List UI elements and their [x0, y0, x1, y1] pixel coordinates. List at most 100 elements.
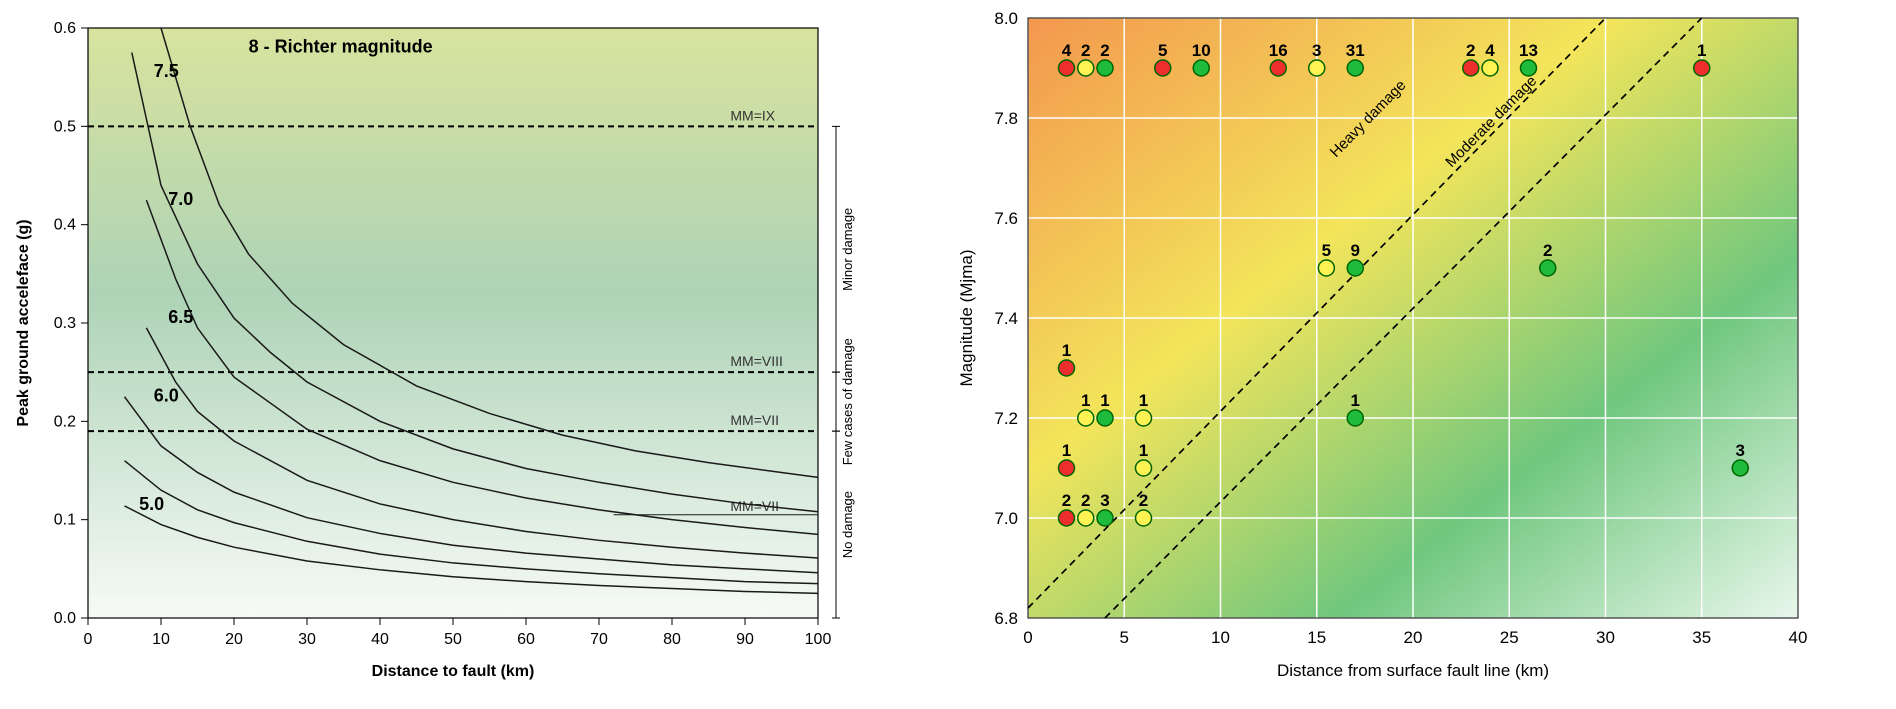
curve-label: 5.0 — [139, 494, 164, 514]
dam-count: 2 — [1081, 491, 1090, 510]
dam-count: 1 — [1062, 441, 1071, 460]
ytick: 8.0 — [994, 9, 1018, 28]
dam-marker — [1136, 510, 1152, 526]
dam-count: 31 — [1346, 41, 1365, 60]
dam-marker — [1540, 260, 1556, 276]
xtick: 15 — [1307, 628, 1326, 647]
dam-count: 2 — [1543, 241, 1552, 260]
dam-marker — [1155, 60, 1171, 76]
damage-label: Few cases of damage — [840, 338, 855, 465]
dam-marker — [1059, 60, 1075, 76]
dam-marker — [1136, 410, 1152, 426]
dam-marker — [1347, 260, 1363, 276]
dam-marker — [1694, 60, 1710, 76]
dam-marker — [1347, 410, 1363, 426]
dam-marker — [1318, 260, 1334, 276]
dam-count: 1 — [1100, 391, 1109, 410]
ytick: 6.8 — [994, 609, 1018, 628]
curve-label: 7.5 — [154, 61, 179, 81]
dam-count: 2 — [1466, 41, 1475, 60]
xlabel: Distance to fault (km) — [372, 663, 535, 680]
xlabel: Distance from surface fault line (km) — [1277, 661, 1549, 680]
dam-marker — [1059, 360, 1075, 376]
dam-count: 4 — [1485, 41, 1495, 60]
ytick: 7.6 — [994, 209, 1018, 228]
dam-marker — [1059, 460, 1075, 476]
mm-label: MM=VII — [730, 498, 779, 514]
xtick: 50 — [444, 631, 462, 648]
mm-label: MM=IX — [730, 107, 775, 123]
dam-marker — [1097, 510, 1113, 526]
dam-marker — [1097, 410, 1113, 426]
damage-label: No damage — [840, 491, 855, 558]
dam-count: 2 — [1100, 41, 1109, 60]
ylabel: Peak ground acceleface (g) — [15, 219, 32, 426]
dam-marker — [1309, 60, 1325, 76]
xtick: 70 — [590, 631, 608, 648]
xtick: 40 — [1789, 628, 1808, 647]
damage-scatter-chart: 05101520253035406.87.07.27.47.67.88.0Hea… — [948, 8, 1828, 688]
ytick: 7.0 — [994, 509, 1018, 528]
ytick: 7.2 — [994, 409, 1018, 428]
dam-marker — [1347, 60, 1363, 76]
dam-count: 5 — [1322, 241, 1331, 260]
ytick: 0.2 — [54, 413, 76, 430]
damage-label: Minor damage — [840, 208, 855, 291]
xtick: 0 — [84, 631, 93, 648]
dam-marker — [1078, 60, 1094, 76]
dam-count: 4 — [1062, 41, 1072, 60]
xtick: 20 — [225, 631, 243, 648]
mm-label: MM=VII — [730, 412, 779, 428]
xtick: 10 — [1211, 628, 1230, 647]
dam-count: 3 — [1736, 441, 1745, 460]
dam-marker — [1059, 510, 1075, 526]
xtick: 100 — [805, 631, 832, 648]
dam-count: 9 — [1351, 241, 1360, 260]
ytick: 7.8 — [994, 109, 1018, 128]
dam-count: 2 — [1139, 491, 1148, 510]
xtick: 10 — [152, 631, 170, 648]
ytick: 0.1 — [54, 512, 76, 529]
dam-count: 1 — [1697, 41, 1706, 60]
xtick: 35 — [1692, 628, 1711, 647]
ytick: 0.4 — [54, 217, 76, 234]
dam-marker — [1097, 60, 1113, 76]
dam-marker — [1270, 60, 1286, 76]
dam-marker — [1482, 60, 1498, 76]
dam-marker — [1193, 60, 1209, 76]
dam-count: 1 — [1081, 391, 1090, 410]
xtick: 90 — [736, 631, 754, 648]
dam-marker — [1136, 460, 1152, 476]
dam-count: 1 — [1139, 441, 1148, 460]
dam-marker — [1463, 60, 1479, 76]
ytick: 0.6 — [54, 20, 76, 37]
dam-count: 13 — [1519, 41, 1538, 60]
xtick: 0 — [1023, 628, 1032, 647]
dam-count: 2 — [1062, 491, 1071, 510]
curve-label: 6.5 — [168, 307, 193, 327]
legend-title: 8 - Richter magnitude — [249, 37, 433, 57]
dam-marker — [1521, 60, 1537, 76]
xtick: 20 — [1404, 628, 1423, 647]
ylabel: Magnitude (Mjma) — [957, 250, 976, 387]
dam-count: 1 — [1351, 391, 1360, 410]
dam-count: 2 — [1081, 41, 1090, 60]
curve-label: 6.0 — [154, 386, 179, 406]
plot-bg — [88, 28, 818, 618]
ytick: 0.0 — [54, 610, 76, 627]
dam-count: 1 — [1139, 391, 1148, 410]
dam-count: 3 — [1100, 491, 1109, 510]
xtick: 30 — [1596, 628, 1615, 647]
dam-marker — [1078, 510, 1094, 526]
ytick: 0.5 — [54, 118, 76, 135]
dam-count: 1 — [1062, 341, 1071, 360]
curve-label: 7.0 — [168, 189, 193, 209]
xtick: 60 — [517, 631, 535, 648]
xtick: 40 — [371, 631, 389, 648]
dam-count: 16 — [1269, 41, 1288, 60]
dam-marker — [1078, 410, 1094, 426]
xtick: 30 — [298, 631, 316, 648]
dam-count: 5 — [1158, 41, 1167, 60]
xtick: 80 — [663, 631, 681, 648]
dam-marker — [1732, 460, 1748, 476]
